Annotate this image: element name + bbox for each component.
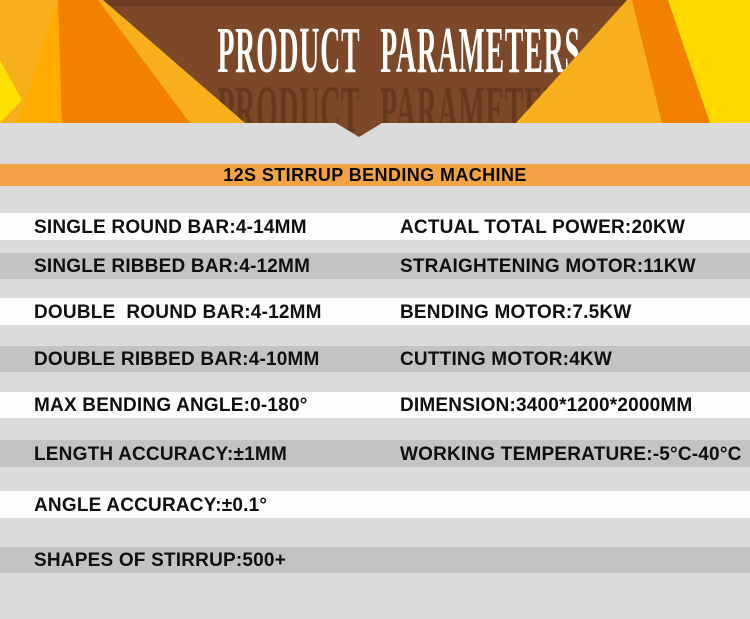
spec-label-left: LENGTH ACCURACY:±1MM: [34, 443, 287, 465]
spec-label-left: MAX BENDING ANGLE:0-180°: [34, 395, 308, 416]
spec-label-left: SINGLE ROUND BAR:4-14MM: [34, 216, 307, 238]
table-row: DOUBLE ROUND BAR:4-12MM BENDING MOTOR:7.…: [0, 298, 750, 325]
table-row: MAX BENDING ANGLE:0-180° DIMENSION:3400*…: [0, 392, 750, 418]
machine-name-bar: 12S STIRRUP BENDING MACHINE: [0, 164, 750, 186]
spec-label-left: SINGLE RIBBED BAR:4-12MM: [34, 256, 311, 277]
spec-label-left: DOUBLE RIBBED BAR:4-10MM: [34, 349, 320, 370]
banner-top-shadow-strip: [104, 0, 626, 6]
table-row: DOUBLE RIBBED BAR:4-10MM CUTTING MOTOR:4…: [0, 346, 750, 372]
spec-label-right: DIMENSION:3400*1200*2000MM: [400, 395, 693, 416]
spec-label-left: SHAPES OF STIRRUP:500+: [34, 550, 286, 571]
spec-label-right: CUTTING MOTOR:4KW: [400, 349, 613, 370]
table-row: LENGTH ACCURACY:±1MM WORKING TEMPERATURE…: [0, 440, 750, 467]
machine-name: 12S STIRRUP BENDING MACHINE: [223, 164, 527, 185]
spec-label-left: DOUBLE ROUND BAR:4-12MM: [34, 301, 322, 323]
table-row: SINGLE RIBBED BAR:4-12MM STRAIGHTENING M…: [0, 253, 750, 279]
spec-label-right: STRAIGHTENING MOTOR:11KW: [400, 256, 696, 277]
table-row: SHAPES OF STIRRUP:500+: [0, 547, 750, 573]
spec-label-right: ACTUAL TOTAL POWER:20KW: [400, 216, 686, 238]
spec-label-right: WORKING TEMPERATURE:-5°C-40°C: [400, 443, 742, 465]
spec-label-left: ANGLE ACCURACY:±0.1°: [34, 494, 268, 516]
page-title: PRODUCT PARAMETERS: [217, 14, 581, 87]
table-row: SINGLE ROUND BAR:4-14MM ACTUAL TOTAL POW…: [0, 213, 750, 240]
spec-label-right: [400, 504, 750, 506]
table-row: ANGLE ACCURACY:±0.1°: [0, 491, 750, 518]
spec-label-right: [400, 559, 750, 561]
spec-label-right: BENDING MOTOR:7.5KW: [400, 301, 632, 323]
